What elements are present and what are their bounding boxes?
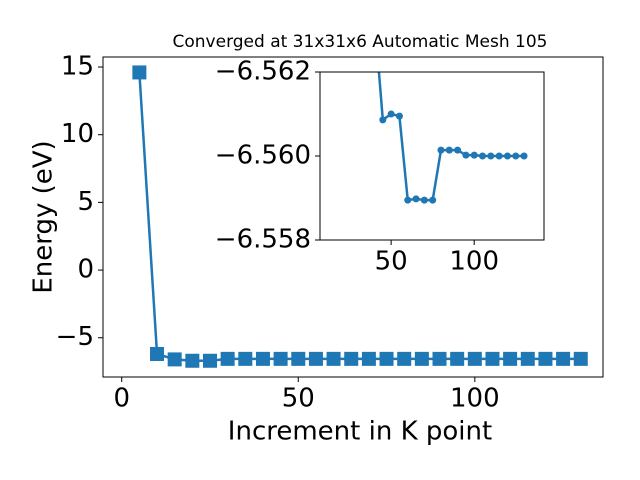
point bbox=[512, 152, 520, 160]
point bbox=[395, 112, 403, 120]
chart-title: Converged at 31x31x6 Automatic Mesh 105 bbox=[173, 32, 548, 52]
x-tick-label: 50 bbox=[282, 384, 315, 414]
x-tick-label: 0 bbox=[113, 384, 130, 414]
point bbox=[238, 351, 253, 366]
point bbox=[432, 351, 447, 366]
point bbox=[420, 196, 428, 204]
y-axis-label: Energy (eV) bbox=[29, 140, 59, 293]
point bbox=[371, 14, 378, 21]
point bbox=[445, 146, 453, 154]
point bbox=[255, 351, 270, 366]
point bbox=[556, 351, 571, 366]
point bbox=[520, 351, 535, 366]
point bbox=[404, 196, 412, 204]
point bbox=[450, 351, 465, 366]
point bbox=[202, 353, 217, 368]
point bbox=[429, 196, 437, 204]
point bbox=[387, 110, 395, 118]
x-tick-label: 100 bbox=[450, 384, 500, 414]
axes-frame bbox=[319, 71, 545, 241]
point bbox=[308, 351, 323, 366]
point bbox=[220, 351, 235, 366]
point bbox=[412, 195, 420, 203]
point bbox=[538, 351, 553, 366]
point bbox=[132, 65, 147, 80]
point bbox=[462, 151, 470, 159]
point bbox=[479, 152, 487, 160]
y-tick-label: 5 bbox=[77, 187, 94, 217]
point bbox=[414, 351, 429, 366]
point bbox=[185, 353, 200, 368]
point bbox=[503, 152, 511, 160]
point bbox=[470, 151, 478, 159]
point bbox=[326, 351, 341, 366]
y-tick-label: 15 bbox=[61, 52, 94, 82]
point bbox=[344, 351, 359, 366]
plot-clip bbox=[132, 65, 588, 368]
point bbox=[397, 351, 412, 366]
point bbox=[273, 351, 288, 366]
point bbox=[485, 351, 500, 366]
point bbox=[361, 351, 376, 366]
y-tick-label: −6.558 bbox=[215, 225, 311, 255]
point bbox=[495, 152, 503, 160]
point bbox=[379, 116, 387, 124]
point bbox=[379, 351, 394, 366]
point bbox=[454, 146, 462, 154]
axes-frame bbox=[102, 56, 604, 378]
point bbox=[291, 351, 306, 366]
point bbox=[150, 346, 165, 361]
y-tick-label: −6.562 bbox=[215, 57, 311, 87]
x-tick-label: 50 bbox=[375, 247, 408, 277]
y-tick-label: −6.560 bbox=[215, 141, 311, 171]
x-tick-label: 100 bbox=[449, 247, 499, 277]
point bbox=[467, 351, 482, 366]
point bbox=[437, 146, 445, 154]
plot-clip bbox=[371, 14, 528, 204]
x-axis-label: Increment in K point bbox=[228, 417, 492, 447]
point bbox=[520, 152, 528, 160]
point bbox=[487, 152, 495, 160]
point bbox=[167, 352, 182, 367]
point bbox=[503, 351, 518, 366]
point bbox=[573, 351, 588, 366]
y-tick-label: −5 bbox=[56, 322, 94, 352]
y-tick-label: 0 bbox=[77, 255, 94, 285]
y-tick-label: 10 bbox=[61, 119, 94, 149]
